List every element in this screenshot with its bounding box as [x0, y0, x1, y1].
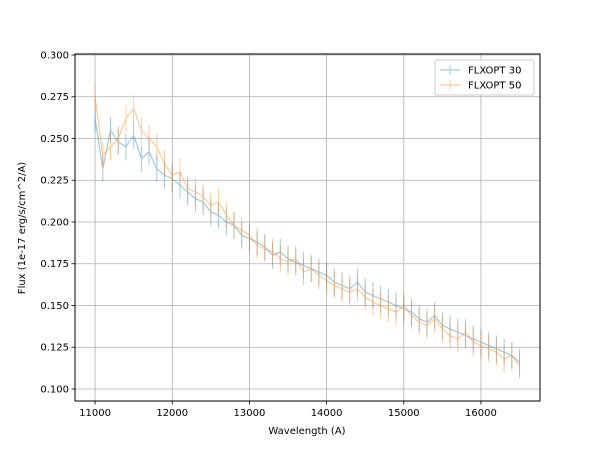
y-tick-label: 0.175 [40, 259, 69, 270]
legend-label: FLXOPT 30 [468, 66, 521, 77]
x-tick-label: 13000 [234, 408, 266, 419]
x-tick-label: 14000 [311, 408, 343, 419]
legend-box [434, 59, 535, 96]
series-line [94, 118, 520, 363]
y-tick-label: 0.150 [40, 301, 69, 312]
x-tick-label: 16000 [465, 408, 497, 419]
y-tick-label: 0.250 [40, 134, 69, 145]
series-line [94, 96, 520, 366]
x-tick-label: 15000 [388, 408, 420, 419]
legend: FLXOPT 30 FLXOPT 50 [434, 59, 535, 96]
ticks: 11000 12000 13000 14000 15000 16000 0.100 0.125… [40, 51, 497, 419]
x-tick-label: 11000 [79, 408, 111, 419]
x-axis-label: Wavelength (A) [268, 426, 345, 437]
y-tick-label: 0.100 [40, 384, 69, 395]
series-flxopt-30 [94, 105, 521, 376]
x-tick-label: 12000 [156, 408, 188, 419]
y-tick-label: 0.200 [40, 217, 69, 228]
y-tick-label: 0.275 [40, 92, 69, 103]
legend-marker [440, 65, 460, 75]
y-axis-label: Flux (1e-17 erg/s/cm^2/A) [17, 162, 28, 294]
y-tick-label: 0.125 [40, 343, 69, 354]
legend-marker [440, 80, 460, 90]
grid [75, 54, 540, 401]
legend-label: FLXOPT 50 [468, 81, 521, 92]
y-tick-label: 0.300 [40, 51, 69, 62]
plot-frame [74, 53, 541, 402]
series-flxopt-50 [94, 83, 521, 379]
series-layer [94, 83, 521, 379]
y-tick-label: 0.225 [40, 176, 69, 187]
